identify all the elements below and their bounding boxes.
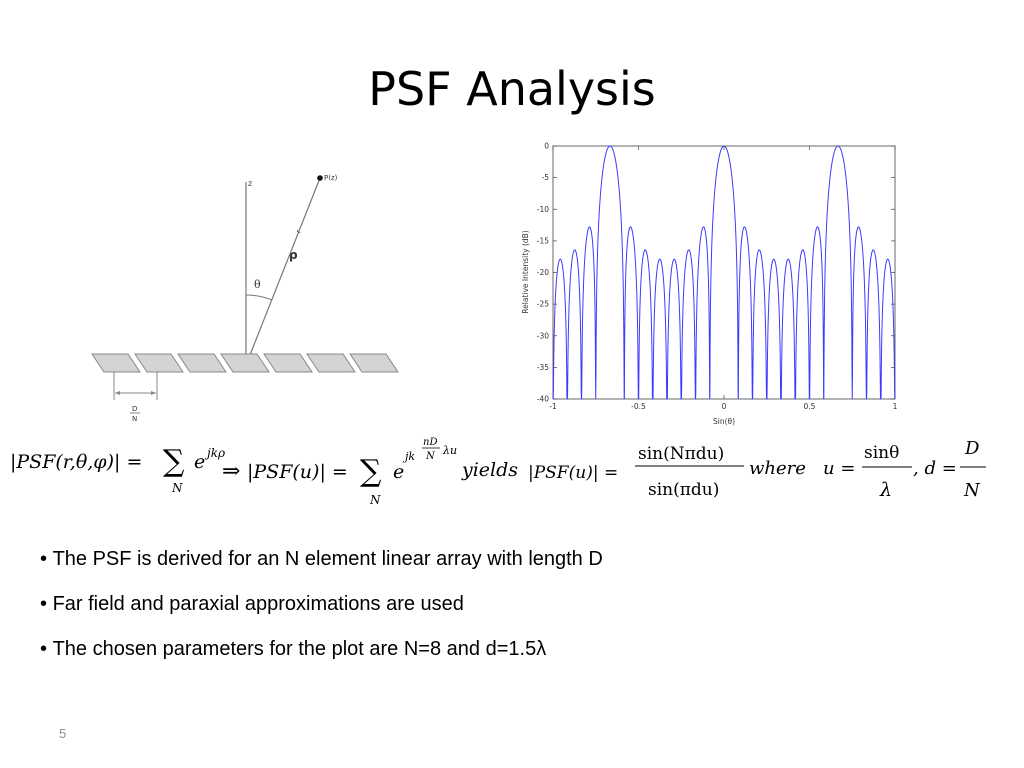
eq-lhs1: |PSF(r,θ,φ)| = xyxy=(10,451,142,473)
array-element xyxy=(134,353,184,373)
eq-exp-base1: e xyxy=(194,451,205,473)
spacing-label-bottom: N xyxy=(132,415,137,423)
x-tick-label: 0.5 xyxy=(804,402,816,411)
array-elements xyxy=(91,353,399,373)
eq-sum1: ∑ xyxy=(163,444,185,479)
x-tick-label: 0 xyxy=(722,402,727,411)
eq-sum2-index: N xyxy=(369,493,381,507)
y-tick-label: -20 xyxy=(537,268,549,277)
y-axis-ticks: 0 -5 -10 -15 -20 -25 -30 -35 -40 xyxy=(537,142,895,404)
psf-equation: |PSF(r,θ,φ)| = ∑ N e jkρ ⇒ |PSF(u)| = ∑ … xyxy=(10,437,986,507)
plot-area-frame xyxy=(552,145,896,400)
array-element xyxy=(263,353,313,373)
eq-frac-num: sin(Nπdu) xyxy=(638,444,724,464)
point-p-label: P(z) xyxy=(324,174,338,182)
eq-u-num: sinθ xyxy=(864,443,899,463)
x-axis-label: Sin(θ) xyxy=(713,417,735,426)
rho-line xyxy=(245,177,321,366)
eq-sum1-index: N xyxy=(171,481,183,495)
array-element xyxy=(349,353,399,373)
eq-frac-den: sin(πdu) xyxy=(648,480,719,500)
eq-exp2-prefix: jk xyxy=(402,450,415,463)
eq-exp1: jkρ xyxy=(204,446,225,460)
eq-implies: ⇒ xyxy=(222,459,240,484)
y-axis-label: Relative Intensity (dB) xyxy=(521,230,530,313)
array-element xyxy=(177,353,227,373)
y-tick-label: 0 xyxy=(544,142,549,151)
y-tick-label: -40 xyxy=(537,395,549,404)
y-tick-label: -10 xyxy=(537,205,549,214)
spacing-label-top: D xyxy=(132,405,137,413)
array-element xyxy=(306,353,356,373)
eq-exp2-suffix: λu xyxy=(442,444,457,457)
eq-u-den: λ xyxy=(879,479,892,501)
bullet-item: The chosen parameters for the plot are N… xyxy=(40,632,603,677)
y-tick-label: -35 xyxy=(537,363,549,372)
page-number: 5 xyxy=(59,726,67,741)
psf-series-line xyxy=(552,145,896,400)
y-tick-label: -5 xyxy=(542,173,550,182)
eq-lhs2: |PSF(u)| = xyxy=(247,461,348,483)
eq-exp2-num: nD xyxy=(423,437,437,448)
z-axis-label: z xyxy=(248,179,252,188)
eq-d-num: D xyxy=(964,438,980,459)
psf-intensity-chart: 0 -5 -10 -15 -20 -25 -30 -35 -40 -1 -0.5 0 0.5 1 Rel… xyxy=(521,142,898,427)
bullet-item: The PSF is derived for an N element line… xyxy=(40,542,603,587)
spacing-arrowhead-left xyxy=(115,391,120,395)
y-tick-label: -15 xyxy=(537,236,549,245)
slide-title: PSF Analysis xyxy=(368,62,656,116)
bullet-list: The PSF is derived for an N element line… xyxy=(40,542,603,677)
tick-mark-label: r xyxy=(295,229,304,235)
y-tick-label: -30 xyxy=(537,331,549,340)
y-tick-label: -25 xyxy=(537,300,549,309)
angle-arc xyxy=(245,294,273,301)
eq-where: where xyxy=(749,458,806,479)
array-element xyxy=(220,353,270,373)
array-element xyxy=(91,353,141,373)
eq-yields: yields xyxy=(461,459,518,481)
eq-exp2-den: N xyxy=(425,451,436,462)
array-geometry-diagram: z P(z) r ρ θ D N xyxy=(91,174,399,423)
eq-sep: , d = xyxy=(913,458,957,479)
x-tick-label: -1 xyxy=(549,402,557,411)
rho-label: ρ xyxy=(289,248,298,262)
x-tick-label: -0.5 xyxy=(631,402,646,411)
theta-label: θ xyxy=(254,278,261,291)
eq-d-den: N xyxy=(963,480,981,501)
bullet-item: Far field and paraxial approximations ar… xyxy=(40,587,603,632)
point-p-marker xyxy=(317,175,323,181)
eq-exp-base2: e xyxy=(393,461,404,483)
x-tick-label: 1 xyxy=(893,402,898,411)
eq-sum2: ∑ xyxy=(360,454,382,489)
eq-u-lhs: u = xyxy=(823,458,855,479)
spacing-arrowhead-right xyxy=(151,391,156,395)
eq-lhs3: |PSF(u)| = xyxy=(528,463,618,483)
